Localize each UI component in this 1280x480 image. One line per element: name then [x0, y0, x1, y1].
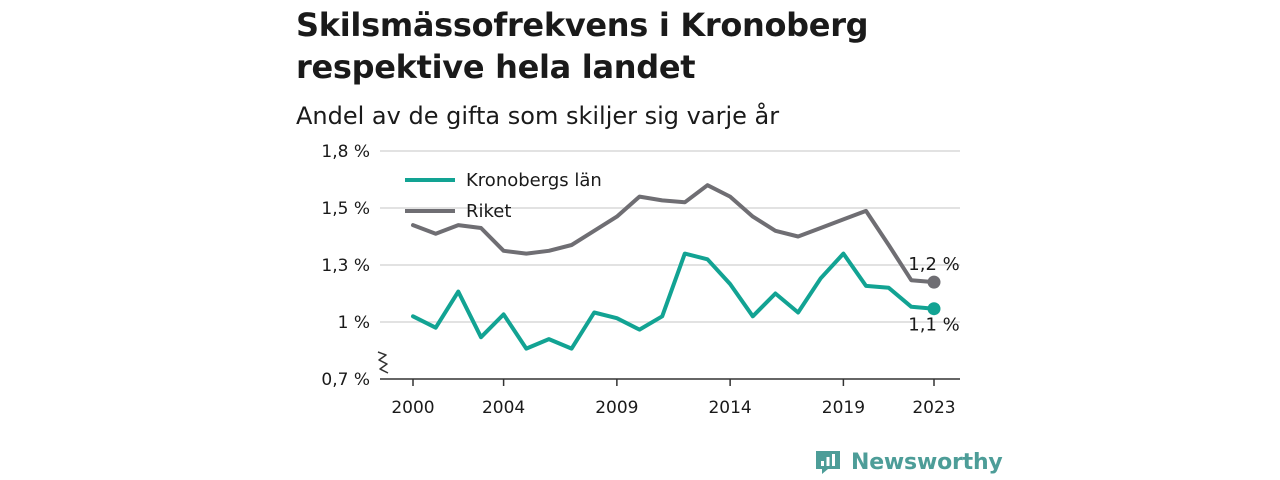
- brand-name: Newsworthy: [851, 449, 1003, 475]
- y-tick-label: 1 %: [338, 313, 370, 333]
- chart-title-line2: respektive hela landet: [296, 48, 696, 86]
- x-tick-label: 2000: [391, 398, 434, 418]
- newsworthy-logo: Newsworthy: [814, 446, 1003, 478]
- series-line: [411, 251, 936, 351]
- y-tick-label: 0,7 %: [321, 370, 370, 390]
- legend-label: Kronobergs län: [466, 170, 602, 191]
- legend-label: Riket: [466, 201, 511, 222]
- end-value-label: 1,2 %: [908, 254, 959, 275]
- y-tick-label: 1,8 %: [321, 142, 370, 162]
- x-tick-label: 2014: [708, 398, 751, 418]
- x-tick-label: 2004: [482, 398, 525, 418]
- newsworthy-logo-icon: [816, 451, 840, 474]
- x-tick-label: 2009: [595, 398, 638, 418]
- series-line: [411, 183, 936, 285]
- chart-title: Skilsmässofrekvens i Kronoberg respektiv…: [296, 4, 996, 88]
- series-end-point: [927, 302, 941, 316]
- chart-title-line1: Skilsmässofrekvens i Kronoberg: [296, 6, 869, 44]
- end-value-label: 1,1 %: [908, 315, 959, 336]
- y-tick-label: 1,3 %: [321, 256, 370, 276]
- y-tick-label: 1,5 %: [321, 199, 370, 219]
- x-tick-label: 2023: [912, 398, 955, 418]
- chart-subtitle: Andel av de gifta som skiljer sig varje …: [296, 102, 780, 130]
- series-end-point: [927, 275, 941, 289]
- axis-break-icon: [377, 351, 389, 374]
- x-tick-label: 2019: [822, 398, 865, 418]
